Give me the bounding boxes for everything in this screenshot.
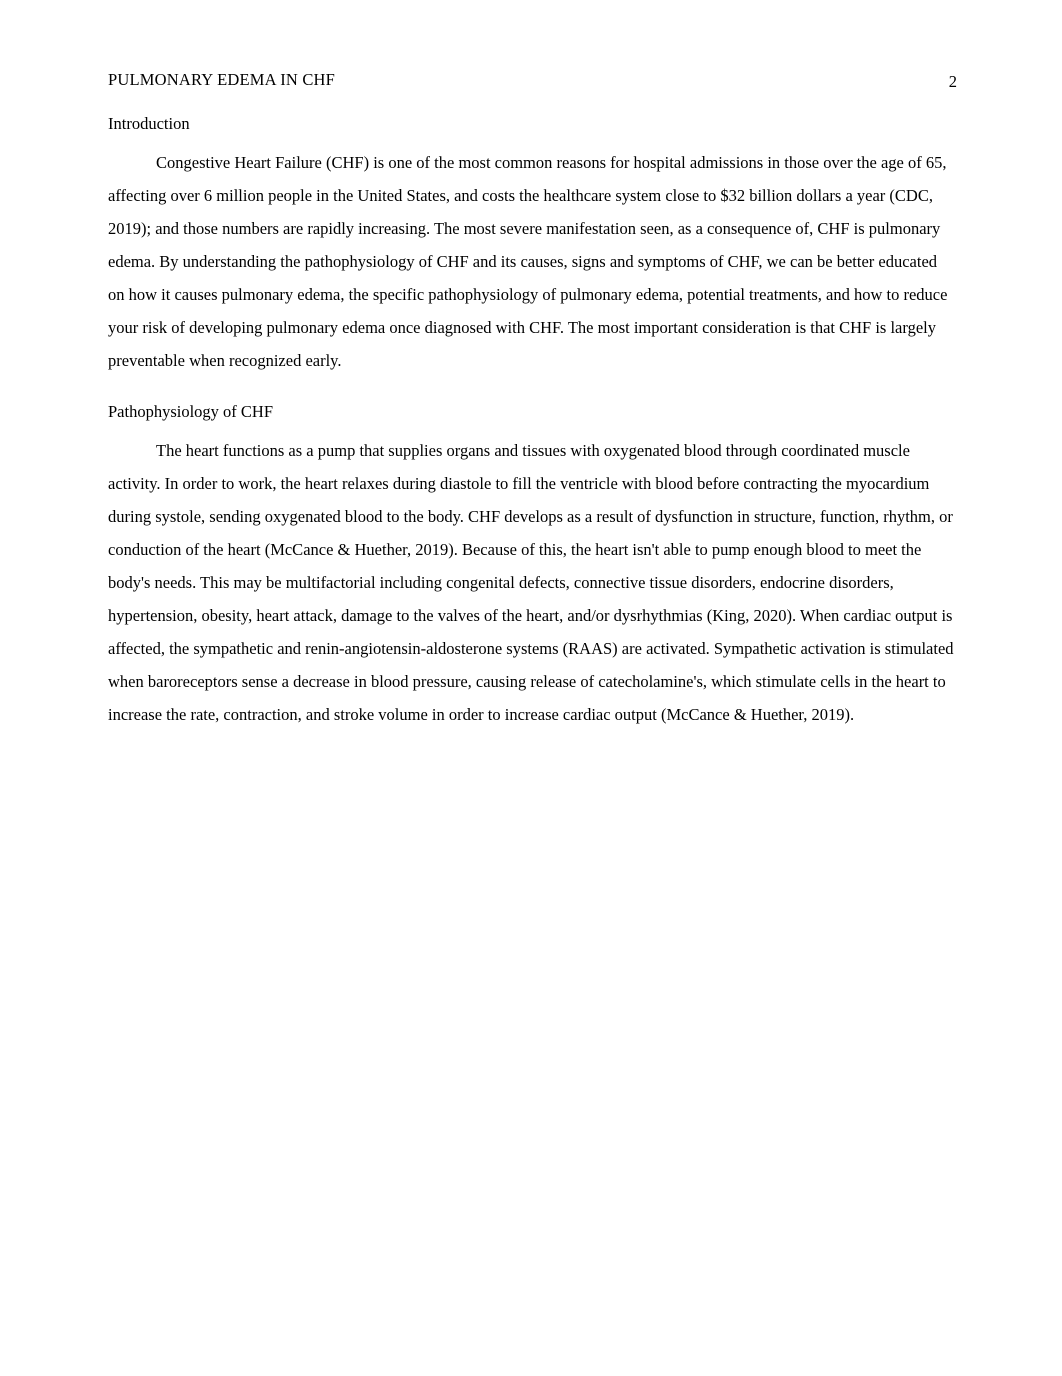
running-head: PULMONARY EDEMA IN CHF — [108, 72, 957, 89]
page-number: 2 — [949, 72, 957, 92]
section-heading-introduction: Introduction — [108, 107, 957, 140]
paragraph-introduction: Congestive Heart Failure (CHF) is one of… — [108, 146, 957, 377]
document-page: PULMONARY EDEMA IN CHF 2 Introduction Co… — [0, 0, 1062, 1376]
paragraph-pathophysiology: The heart functions as a pump that suppl… — [108, 434, 957, 731]
section-heading-pathophysiology: Pathophysiology of CHF — [108, 395, 957, 428]
